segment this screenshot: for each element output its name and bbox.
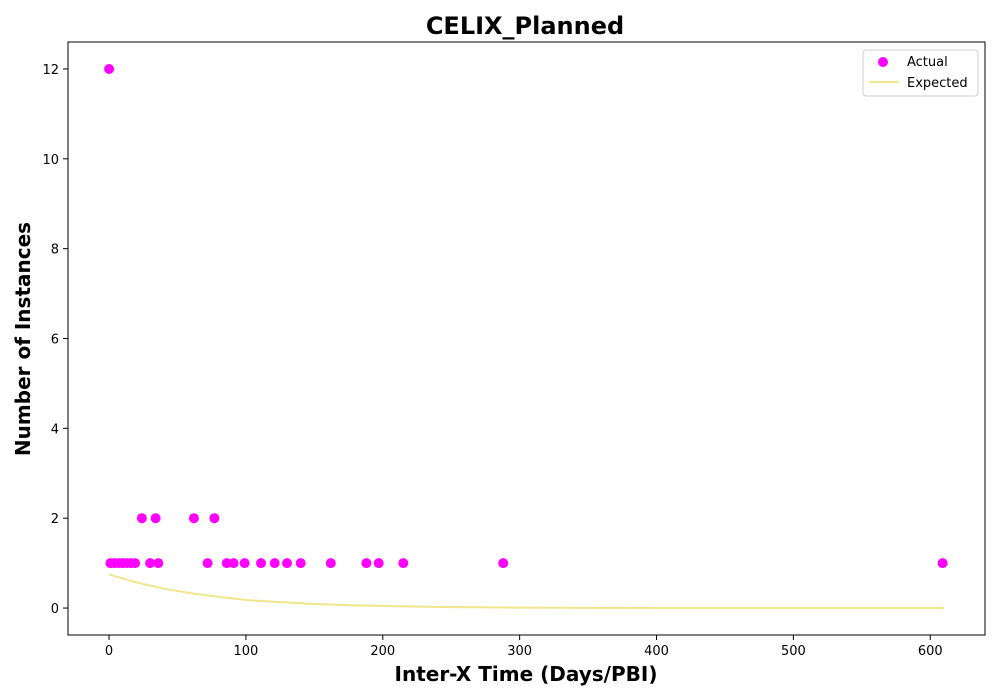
x-tick-label: 600 [918, 644, 943, 659]
x-axis-label: Inter-X Time (Days/PBI) [395, 662, 658, 686]
data-point-actual [189, 513, 199, 523]
y-tick-label: 0 [51, 602, 59, 617]
chart-title: CELIX_Planned [426, 12, 624, 40]
data-point-actual [229, 558, 239, 568]
legend-label-expected: Expected [907, 76, 968, 91]
data-point-actual [361, 558, 371, 568]
y-tick-label: 6 [51, 333, 59, 348]
data-point-actual [104, 64, 114, 74]
data-point-actual [153, 558, 163, 568]
data-point-actual [282, 558, 292, 568]
data-point-actual [240, 558, 250, 568]
x-tick-label: 500 [781, 644, 806, 659]
data-point-actual [130, 558, 140, 568]
y-tick-label: 4 [51, 422, 59, 437]
y-tick-label: 8 [51, 243, 59, 258]
data-point-actual [137, 513, 147, 523]
data-point-actual [209, 513, 219, 523]
x-tick-label: 400 [644, 644, 669, 659]
series-layer [104, 64, 948, 608]
y-axis: 0 2 4 6 8 10 12 [42, 63, 68, 617]
x-tick-label: 200 [370, 644, 395, 659]
x-tick-label: 100 [234, 644, 259, 659]
x-tick-label: 0 [105, 644, 113, 659]
plot-frame [68, 42, 985, 635]
y-axis-label: Number of Instances [11, 222, 35, 456]
data-point-actual [151, 513, 161, 523]
y-tick-label: 12 [42, 63, 59, 78]
legend-label-actual: Actual [907, 55, 948, 70]
x-axis: 0 100 200 300 400 500 600 [105, 635, 943, 659]
y-tick-label: 10 [42, 153, 59, 168]
data-point-actual [938, 558, 948, 568]
data-point-actual [296, 558, 306, 568]
data-point-actual [270, 558, 280, 568]
x-tick-label: 300 [507, 644, 532, 659]
data-point-actual [256, 558, 266, 568]
data-point-actual [326, 558, 336, 568]
series-line-expected [109, 574, 944, 608]
data-point-actual [398, 558, 408, 568]
legend: Actual Expected [863, 50, 978, 96]
data-point-actual [498, 558, 508, 568]
legend-marker-actual [878, 57, 888, 67]
data-point-actual [374, 558, 384, 568]
data-point-actual [203, 558, 213, 568]
y-tick-label: 2 [51, 512, 59, 527]
